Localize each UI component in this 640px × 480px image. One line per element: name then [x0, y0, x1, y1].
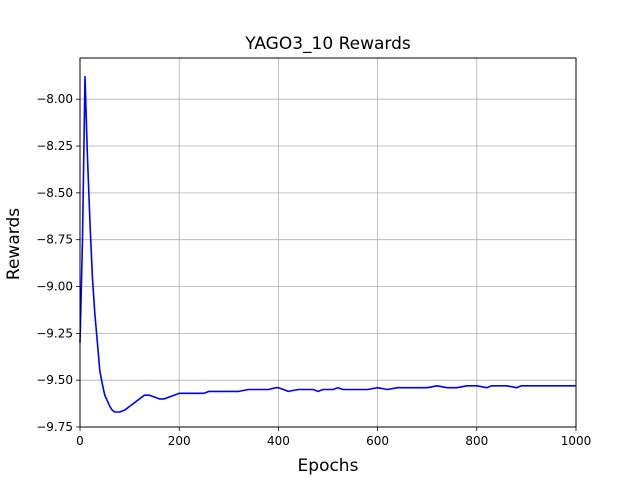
- x-tick-label: 1000: [561, 434, 592, 448]
- x-tick-label: 400: [267, 434, 290, 448]
- y-tick-label: −8.25: [36, 139, 73, 153]
- y-tick-label: −9.00: [36, 280, 73, 294]
- plot-frame: [79, 57, 577, 428]
- y-axis-label: Rewards: [4, 208, 24, 280]
- y-tick-label: −8.00: [36, 92, 73, 106]
- y-tick-label: −8.50: [36, 186, 73, 200]
- y-axis-ticks: −8.00 −8.25 −8.50 −8.75 −9.00 −9.25 −9.50 −9.75: [36, 92, 80, 434]
- rewards-series-line: [79, 75, 576, 413]
- x-tick-label: 600: [366, 434, 389, 448]
- y-tick-label: −9.75: [36, 420, 73, 434]
- x-tick-label: 800: [465, 434, 488, 448]
- y-tick-label: −9.50: [36, 373, 73, 387]
- chart-title: YAGO3_10 Rewards: [244, 34, 411, 54]
- x-tick-label: 200: [168, 434, 191, 448]
- series-layer: [79, 75, 576, 413]
- y-tick-label: −8.75: [36, 233, 73, 247]
- x-tick-label: 0: [76, 434, 84, 448]
- y-tick-label: −9.25: [36, 326, 73, 340]
- x-axis-label: Epochs: [298, 456, 359, 476]
- x-axis-ticks: 0 200 400 600 800 1000: [76, 427, 591, 448]
